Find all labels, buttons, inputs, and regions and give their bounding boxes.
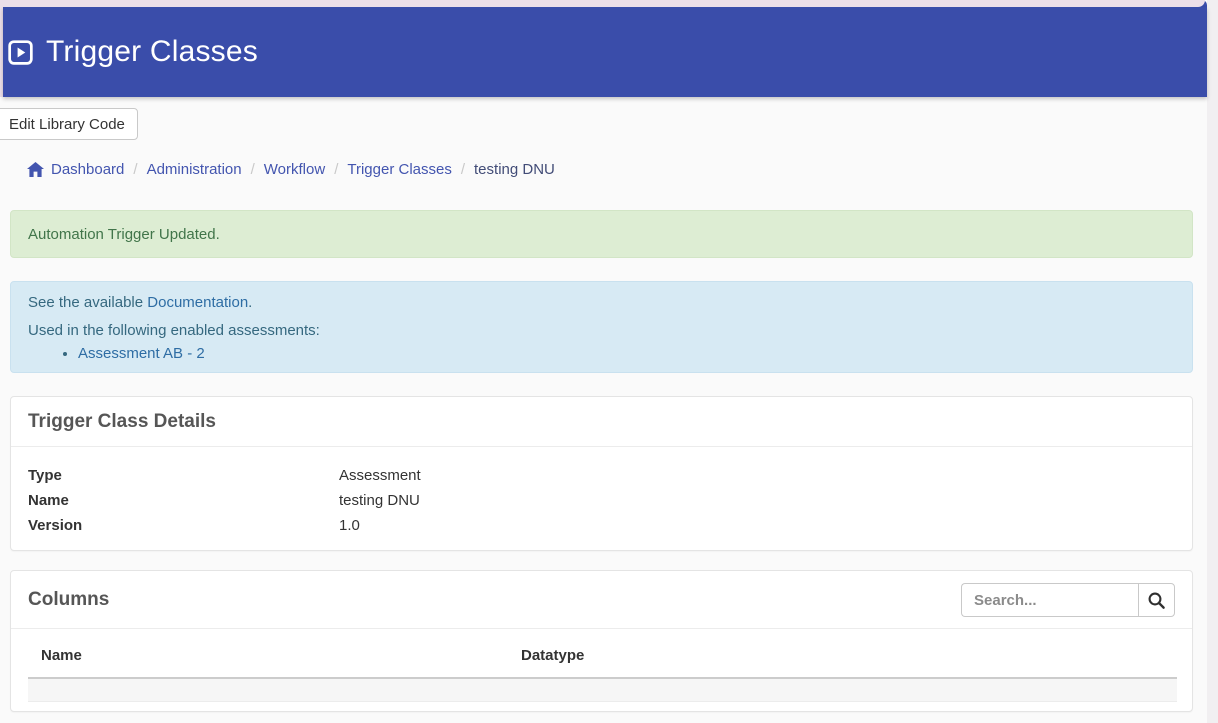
success-alert: Automation Trigger Updated. xyxy=(10,210,1193,258)
breadcrumb-current: testing DNU xyxy=(474,160,555,178)
breadcrumb-separator: / xyxy=(334,160,339,178)
info-alert: See the available Documentation. Used in… xyxy=(10,281,1193,373)
details-card-header: Trigger Class Details xyxy=(11,397,1192,447)
detail-value: 1.0 xyxy=(339,517,360,534)
columns-card-title: Columns xyxy=(28,589,110,610)
right-gutter xyxy=(1207,0,1218,723)
breadcrumb-link-workflow[interactable]: Workflow xyxy=(263,160,326,178)
page-title: Trigger Classes xyxy=(46,35,258,68)
breadcrumb-link-dashboard[interactable]: Dashboard xyxy=(27,161,124,178)
edit-library-code-button[interactable]: Edit Library Code xyxy=(0,108,138,140)
breadcrumb-separator: / xyxy=(460,160,466,178)
play-box-icon xyxy=(8,39,33,65)
breadcrumb-label: Dashboard xyxy=(51,160,125,178)
breadcrumb-link-trigger-classes[interactable]: Trigger Classes xyxy=(347,160,452,178)
detail-label: Type xyxy=(28,467,62,484)
usage-heading: Used in the following enabled assessment… xyxy=(28,321,320,339)
page-header: Trigger Classes xyxy=(3,7,1207,97)
list-item: Assessment AB - 2 xyxy=(78,345,1175,364)
columns-table: Name Datatype xyxy=(28,629,1177,702)
documentation-line: See the available Documentation. xyxy=(28,294,1175,313)
detail-value: Assessment xyxy=(339,467,421,484)
detail-row-version: Version 1.0 xyxy=(28,513,1175,538)
top-strip xyxy=(0,0,1205,7)
columns-card: Columns Name Datatype xyxy=(10,570,1193,712)
breadcrumb-separator: / xyxy=(133,160,138,178)
search-input[interactable] xyxy=(961,583,1138,617)
breadcrumb: Dashboard / Administration / Workflow / … xyxy=(27,160,555,178)
table-cell xyxy=(28,678,508,702)
left-strip xyxy=(0,0,3,97)
assessment-list: Assessment AB - 2 xyxy=(28,345,1175,364)
documentation-suffix: . xyxy=(248,294,253,311)
columns-card-header: Columns xyxy=(11,571,1192,629)
breadcrumb-separator: / xyxy=(250,160,255,178)
documentation-link[interactable]: Documentation xyxy=(147,294,249,311)
column-header-datatype: Datatype xyxy=(508,629,1177,679)
detail-value: testing DNU xyxy=(339,492,420,509)
trigger-class-details-card: Trigger Class Details Type Assessment Na… xyxy=(10,396,1193,551)
columns-table-header-row: Name Datatype xyxy=(28,629,1177,679)
detail-label: Version xyxy=(28,517,83,534)
details-card-title: Trigger Class Details xyxy=(28,411,216,432)
table-cell xyxy=(508,678,1177,702)
assessment-link[interactable]: Assessment AB - 2 xyxy=(78,344,205,362)
detail-row-type: Type Assessment xyxy=(28,463,1175,488)
search-icon xyxy=(1148,592,1165,609)
breadcrumb-link-administration[interactable]: Administration xyxy=(146,160,242,178)
columns-search xyxy=(961,583,1175,617)
search-button[interactable] xyxy=(1138,583,1175,617)
success-alert-message: Automation Trigger Updated. xyxy=(28,225,220,243)
documentation-prefix: See the available xyxy=(28,294,148,311)
home-icon xyxy=(27,161,44,177)
column-header-name: Name xyxy=(28,629,508,679)
table-row-empty xyxy=(28,678,1177,702)
detail-row-name: Name testing DNU xyxy=(28,488,1175,513)
details-body: Type Assessment Name testing DNU Version… xyxy=(11,447,1192,538)
detail-label: Name xyxy=(28,492,69,509)
